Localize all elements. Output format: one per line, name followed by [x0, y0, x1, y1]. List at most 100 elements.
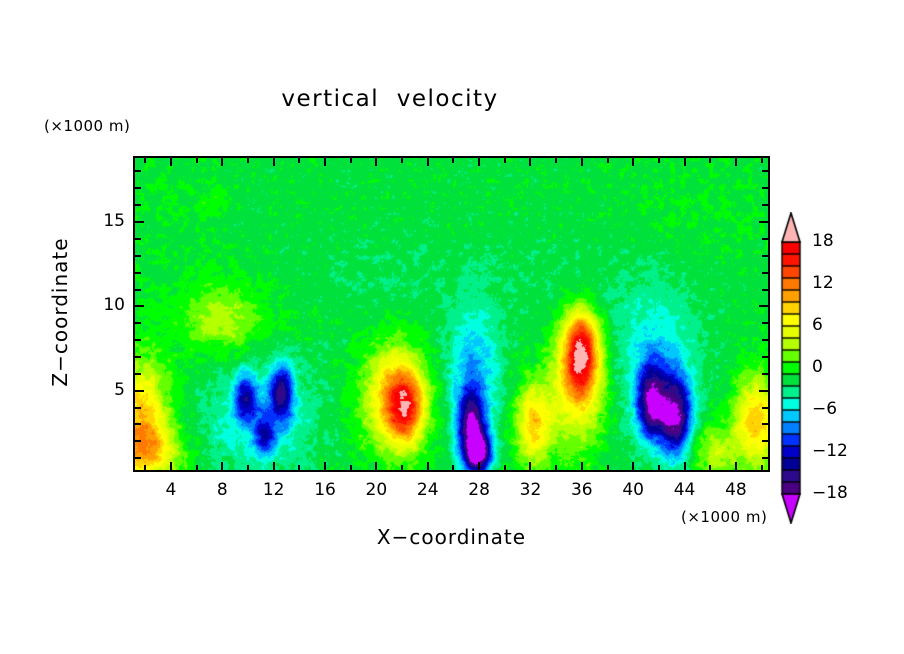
y-tick-label: 5: [114, 379, 125, 400]
x-major-tick: [478, 462, 481, 470]
y-axis-title: Z−coordinate: [48, 237, 72, 387]
y-minor-tick: [135, 440, 141, 443]
y-minor-tick-right: [762, 204, 768, 207]
y-minor-tick-right: [762, 170, 768, 173]
x-minor-tick: [349, 465, 352, 470]
x-major-tick: [169, 462, 172, 470]
x-tick-label: 24: [416, 480, 439, 500]
x-minor-tick-top: [555, 158, 558, 163]
x-minor-tick-top: [401, 158, 404, 163]
y-major-tick-right: [759, 389, 768, 392]
y-minor-tick: [135, 372, 141, 375]
x-tick-label: 16: [314, 480, 336, 500]
y-minor-tick-right: [762, 372, 768, 375]
x-minor-tick-top: [246, 158, 249, 163]
x-minor-tick-top: [144, 158, 147, 163]
x-major-tick: [221, 462, 224, 470]
y-minor-tick-right: [762, 406, 768, 409]
y-minor-tick: [135, 356, 141, 358]
x-minor-tick: [657, 465, 660, 470]
y-minor-tick: [135, 288, 141, 291]
x-minor-tick: [144, 465, 147, 470]
y-major-tick-right: [759, 221, 768, 224]
colorbar-tick-label: −6: [812, 399, 838, 419]
y-minor-tick-right: [762, 187, 768, 190]
x-major-tick-top: [324, 158, 327, 166]
y-minor-tick-right: [762, 288, 768, 291]
x-major-tick-top: [221, 158, 224, 166]
y-minor-tick-right: [762, 356, 768, 358]
x-tick-label: 4: [165, 480, 177, 500]
x-tick-label: 40: [622, 480, 644, 500]
x-minor-tick: [401, 465, 404, 470]
x-minor-tick-top: [349, 158, 352, 163]
x-major-tick-top: [580, 158, 583, 166]
colorbar-tick-label: −18: [812, 483, 848, 503]
colorbar-tick-label: 6: [812, 315, 823, 335]
y-minor-tick-right: [762, 457, 768, 460]
x-tick-label: 28: [468, 480, 490, 500]
x-minor-tick-top: [606, 158, 609, 163]
y-minor-tick-right: [762, 254, 768, 257]
x-tick-label: 36: [570, 480, 593, 500]
x-major-tick: [734, 462, 737, 470]
x-major-tick-top: [169, 158, 172, 166]
x-major-tick-top: [272, 158, 275, 166]
colorbar-tick-label: −12: [812, 441, 848, 461]
y-minor-tick-right: [762, 440, 768, 443]
x-minor-tick: [606, 465, 609, 470]
y-minor-tick-right: [762, 271, 768, 274]
x-tick-label: 12: [262, 480, 285, 500]
y-minor-tick: [135, 423, 141, 426]
x-minor-tick-top: [657, 158, 660, 163]
x-minor-tick: [195, 465, 198, 470]
x-minor-tick: [709, 465, 712, 470]
y-tick-label: 15: [103, 211, 125, 232]
x-major-tick: [272, 462, 275, 470]
x-tick-label: 20: [365, 480, 388, 500]
y-minor-tick: [135, 187, 141, 190]
x-major-tick: [683, 462, 686, 470]
x-minor-tick-top: [503, 158, 506, 163]
x-tick-label: 32: [519, 480, 542, 500]
plot-area: [133, 156, 770, 472]
y-minor-tick: [135, 204, 141, 207]
y-axis-unit-label: (×1000 m): [44, 117, 131, 135]
x-minor-tick-top: [195, 158, 198, 163]
x-minor-tick-top: [452, 158, 455, 163]
colorbar: [776, 212, 806, 524]
y-major-tick: [135, 389, 144, 392]
y-minor-tick: [135, 237, 141, 240]
x-axis-title: X−coordinate: [376, 525, 527, 549]
x-minor-tick-top: [709, 158, 712, 163]
y-major-tick-right: [759, 305, 768, 308]
x-major-tick-top: [683, 158, 686, 166]
x-major-tick: [580, 462, 583, 470]
x-major-tick-top: [529, 158, 532, 166]
x-minor-tick: [452, 465, 455, 470]
x-tick-label: 44: [673, 480, 696, 500]
y-minor-tick: [135, 254, 141, 257]
y-minor-tick: [135, 406, 141, 409]
y-minor-tick: [135, 322, 141, 325]
y-minor-tick: [135, 457, 141, 460]
x-major-tick-top: [632, 158, 635, 166]
x-minor-tick-top: [760, 158, 763, 163]
x-major-tick: [324, 462, 327, 470]
y-minor-tick: [135, 271, 141, 274]
y-major-tick: [135, 305, 144, 308]
x-major-tick: [632, 462, 635, 470]
x-minor-tick-top: [298, 158, 301, 163]
y-minor-tick-right: [762, 339, 768, 342]
y-minor-tick: [135, 170, 141, 173]
y-minor-tick: [135, 339, 141, 342]
x-major-tick: [426, 462, 429, 470]
x-major-tick-top: [478, 158, 481, 166]
colorbar-gradient: [776, 212, 806, 524]
x-minor-tick: [246, 465, 249, 470]
y-major-tick: [135, 221, 144, 224]
x-minor-tick: [760, 465, 763, 470]
x-minor-tick: [503, 465, 506, 470]
x-major-tick-top: [734, 158, 737, 166]
colorbar-tick-label: 0: [812, 357, 823, 377]
